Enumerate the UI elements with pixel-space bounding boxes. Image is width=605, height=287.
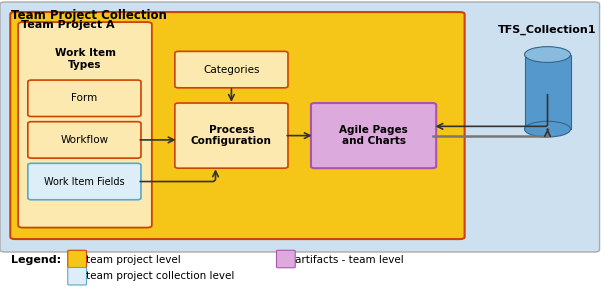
FancyBboxPatch shape <box>311 103 436 168</box>
FancyBboxPatch shape <box>28 163 141 200</box>
FancyBboxPatch shape <box>175 51 288 88</box>
Text: Team Project Collection: Team Project Collection <box>11 9 167 22</box>
Text: artifacts - team level: artifacts - team level <box>295 255 404 265</box>
Text: Categories: Categories <box>203 65 260 75</box>
Text: team project collection level: team project collection level <box>86 271 234 281</box>
FancyBboxPatch shape <box>175 103 288 168</box>
Text: Process
Configuration: Process Configuration <box>191 125 272 146</box>
FancyBboxPatch shape <box>68 250 87 268</box>
Text: Form: Form <box>71 93 97 103</box>
FancyBboxPatch shape <box>18 22 152 228</box>
Text: team project level: team project level <box>86 255 181 265</box>
Text: Team Project A: Team Project A <box>21 20 115 30</box>
FancyBboxPatch shape <box>28 80 141 117</box>
Text: Work Item
Types: Work Item Types <box>54 48 116 70</box>
FancyBboxPatch shape <box>276 250 295 268</box>
Text: Work Item Fields: Work Item Fields <box>44 177 125 187</box>
Ellipse shape <box>525 46 571 62</box>
FancyBboxPatch shape <box>28 122 141 158</box>
Text: Agile Pages
and Charts: Agile Pages and Charts <box>339 125 408 146</box>
FancyBboxPatch shape <box>10 12 465 239</box>
FancyBboxPatch shape <box>68 267 87 285</box>
Text: TFS_Collection1: TFS_Collection1 <box>499 25 597 35</box>
Bar <box>525 55 571 129</box>
Text: Legend:: Legend: <box>11 255 61 265</box>
FancyBboxPatch shape <box>0 2 600 252</box>
Text: Workflow: Workflow <box>60 135 108 145</box>
Ellipse shape <box>525 121 571 137</box>
